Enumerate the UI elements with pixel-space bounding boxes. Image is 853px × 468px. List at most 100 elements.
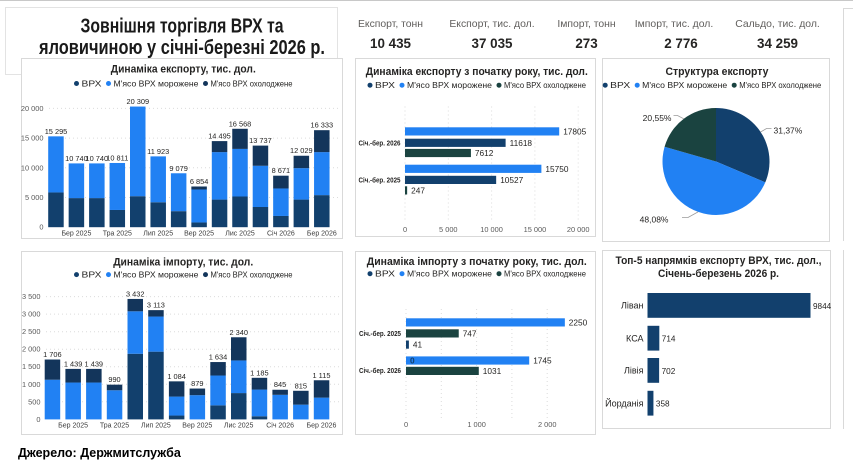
svg-text:Січ 2026: Січ 2026	[267, 229, 295, 237]
svg-text:Тра 2025: Тра 2025	[99, 423, 128, 430]
svg-text:10 740: 10 740	[65, 153, 88, 162]
svg-text:Динаміка імпорту, тис. дол.: Динаміка імпорту, тис. дол.	[113, 257, 253, 269]
svg-text:М'ясо ВРХ морожене: М'ясо ВРХ морожене	[113, 269, 198, 279]
svg-text:500: 500	[28, 397, 40, 406]
svg-text:9 079: 9 079	[169, 163, 188, 172]
svg-text:11 923: 11 923	[147, 146, 169, 155]
svg-text:1 185: 1 185	[250, 368, 269, 377]
svg-text:Топ-5 напрямків експорту ВРХ,: Топ-5 напрямків експорту ВРХ, тис. дол.,	[616, 255, 822, 267]
svg-text:Ліван: Ліван	[621, 301, 644, 311]
svg-text:ВРХ: ВРХ	[375, 80, 396, 90]
svg-text:Лис 2025: Лис 2025	[223, 423, 253, 430]
svg-text:Січ.-бер. 2026: Січ.-бер. 2026	[358, 138, 400, 147]
svg-text:16 333: 16 333	[310, 120, 333, 129]
svg-text:М'ясо ВРХ морожене: М'ясо ВРХ морожене	[407, 269, 492, 279]
svg-text:5 000: 5 000	[25, 193, 44, 202]
svg-text:Зовнішня торгівля ВРХ та: Зовнішня торгівля ВРХ та	[81, 16, 285, 38]
svg-text:3 113: 3 113	[146, 301, 164, 310]
svg-text:815: 815	[294, 381, 306, 390]
svg-text:12 029: 12 029	[289, 146, 312, 155]
svg-text:358: 358	[656, 400, 670, 409]
svg-text:5 000: 5 000	[439, 225, 458, 234]
svg-text:Вер 2025: Вер 2025	[184, 230, 214, 237]
svg-text:М'ясо ВРХ охолоджене: М'ясо ВРХ охолоджене	[739, 80, 821, 90]
svg-text:747: 747	[462, 328, 476, 338]
svg-text:2 340: 2 340	[229, 328, 248, 337]
svg-text:16 568: 16 568	[228, 119, 251, 128]
svg-text:1 000: 1 000	[467, 420, 486, 429]
svg-text:20 000: 20 000	[566, 225, 589, 234]
svg-text:15750: 15750	[545, 163, 568, 173]
svg-text:0: 0	[410, 356, 415, 366]
svg-text:15 000: 15 000	[20, 133, 43, 142]
svg-text:М'ясо ВРХ охолоджене: М'ясо ВРХ охолоджене	[210, 269, 292, 279]
svg-text:48,08%: 48,08%	[640, 214, 669, 224]
svg-text:1 706: 1 706	[43, 350, 62, 359]
svg-text:Динаміка імпорту з початку рок: Динаміка імпорту з початку року, тис. до…	[366, 256, 586, 268]
svg-text:1 084: 1 084	[167, 372, 186, 381]
svg-text:ВРХ: ВРХ	[81, 78, 102, 88]
svg-text:31,37%: 31,37%	[774, 125, 803, 135]
svg-text:Січ 2026: Січ 2026	[266, 422, 294, 430]
svg-text:М'ясо ВРХ охолоджене: М'ясо ВРХ охолоджене	[504, 269, 586, 279]
svg-text:Січень-березень 2026 р.: Січень-березень 2026 р.	[658, 268, 779, 280]
svg-text:6 854: 6 854	[189, 177, 208, 186]
svg-text:17805: 17805	[563, 126, 586, 136]
svg-text:10 000: 10 000	[480, 225, 503, 234]
svg-text:10 811: 10 811	[106, 153, 128, 162]
svg-text:0: 0	[39, 222, 43, 231]
svg-text:2 000: 2 000	[537, 420, 556, 429]
svg-text:13 737: 13 737	[249, 136, 272, 145]
svg-text:2 000: 2 000	[22, 345, 41, 354]
svg-text:ВРХ: ВРХ	[610, 80, 631, 90]
svg-text:Січ.-бер. 2026: Січ.-бер. 2026	[359, 366, 401, 375]
svg-text:11618: 11618	[509, 137, 532, 147]
svg-text:2 500: 2 500	[22, 327, 41, 336]
svg-text:Йорданія: Йорданія	[605, 397, 643, 408]
svg-text:ВРХ: ВРХ	[375, 269, 396, 279]
svg-text:Вер 2025: Вер 2025	[182, 423, 212, 430]
svg-text:1 000: 1 000	[22, 380, 41, 389]
svg-text:15 000: 15 000	[523, 225, 546, 234]
svg-text:ВРХ: ВРХ	[81, 269, 102, 279]
svg-text:1745: 1745	[533, 356, 552, 366]
svg-text:990: 990	[108, 375, 120, 384]
svg-text:Динаміка експорту з початку ро: Динаміка експорту з початку року, тис. д…	[365, 66, 587, 78]
svg-text:0: 0	[36, 415, 40, 424]
svg-text:8 671: 8 671	[271, 166, 290, 175]
svg-text:10 740: 10 740	[85, 153, 108, 162]
svg-text:Бер 2026: Бер 2026	[306, 423, 336, 430]
svg-text:М'ясо ВРХ морожене: М'ясо ВРХ морожене	[642, 80, 727, 90]
svg-text:1 634: 1 634	[208, 353, 227, 362]
svg-text:Лип 2025: Лип 2025	[140, 423, 170, 430]
svg-text:1 115: 1 115	[312, 371, 330, 380]
svg-text:М'ясо ВРХ морожене: М'ясо ВРХ морожене	[407, 80, 492, 90]
svg-text:20,55%: 20,55%	[643, 113, 672, 123]
svg-text:714: 714	[662, 335, 676, 344]
svg-text:2250: 2250	[568, 317, 587, 327]
svg-text:14 495: 14 495	[208, 131, 231, 140]
svg-text:М'ясо ВРХ охолоджене: М'ясо ВРХ охолоджене	[504, 80, 586, 90]
svg-text:Лип 2025: Лип 2025	[143, 230, 173, 237]
svg-text:1 439: 1 439	[84, 359, 103, 368]
svg-text:М'ясо ВРХ морожене: М'ясо ВРХ морожене	[113, 78, 198, 88]
svg-text:10 000: 10 000	[20, 163, 43, 172]
svg-text:3 432: 3 432	[125, 289, 144, 298]
svg-text:Тра 2025: Тра 2025	[102, 230, 131, 237]
svg-text:20 309: 20 309	[126, 97, 149, 106]
svg-text:1 439: 1 439	[63, 359, 82, 368]
svg-text:1 500: 1 500	[22, 362, 41, 371]
svg-text:Динаміка експорту, тис. дол.: Динаміка експорту, тис. дол.	[110, 63, 255, 75]
svg-text:Січ.-бер. 2025: Січ.-бер. 2025	[359, 329, 401, 338]
svg-text:879: 879	[191, 379, 203, 388]
svg-text:3 000: 3 000	[22, 310, 41, 319]
svg-text:КСА: КСА	[626, 333, 643, 343]
svg-text:20 000: 20 000	[20, 103, 43, 112]
svg-text:Структура експорту: Структура експорту	[666, 66, 770, 78]
svg-text:Бер 2025: Бер 2025	[58, 423, 88, 430]
svg-text:10527: 10527	[500, 174, 523, 184]
svg-text:М'ясо ВРХ охолоджене: М'ясо ВРХ охолоджене	[210, 78, 292, 88]
svg-text:3 500: 3 500	[22, 292, 41, 301]
svg-text:9844: 9844	[813, 302, 832, 311]
svg-text:0: 0	[402, 225, 406, 234]
